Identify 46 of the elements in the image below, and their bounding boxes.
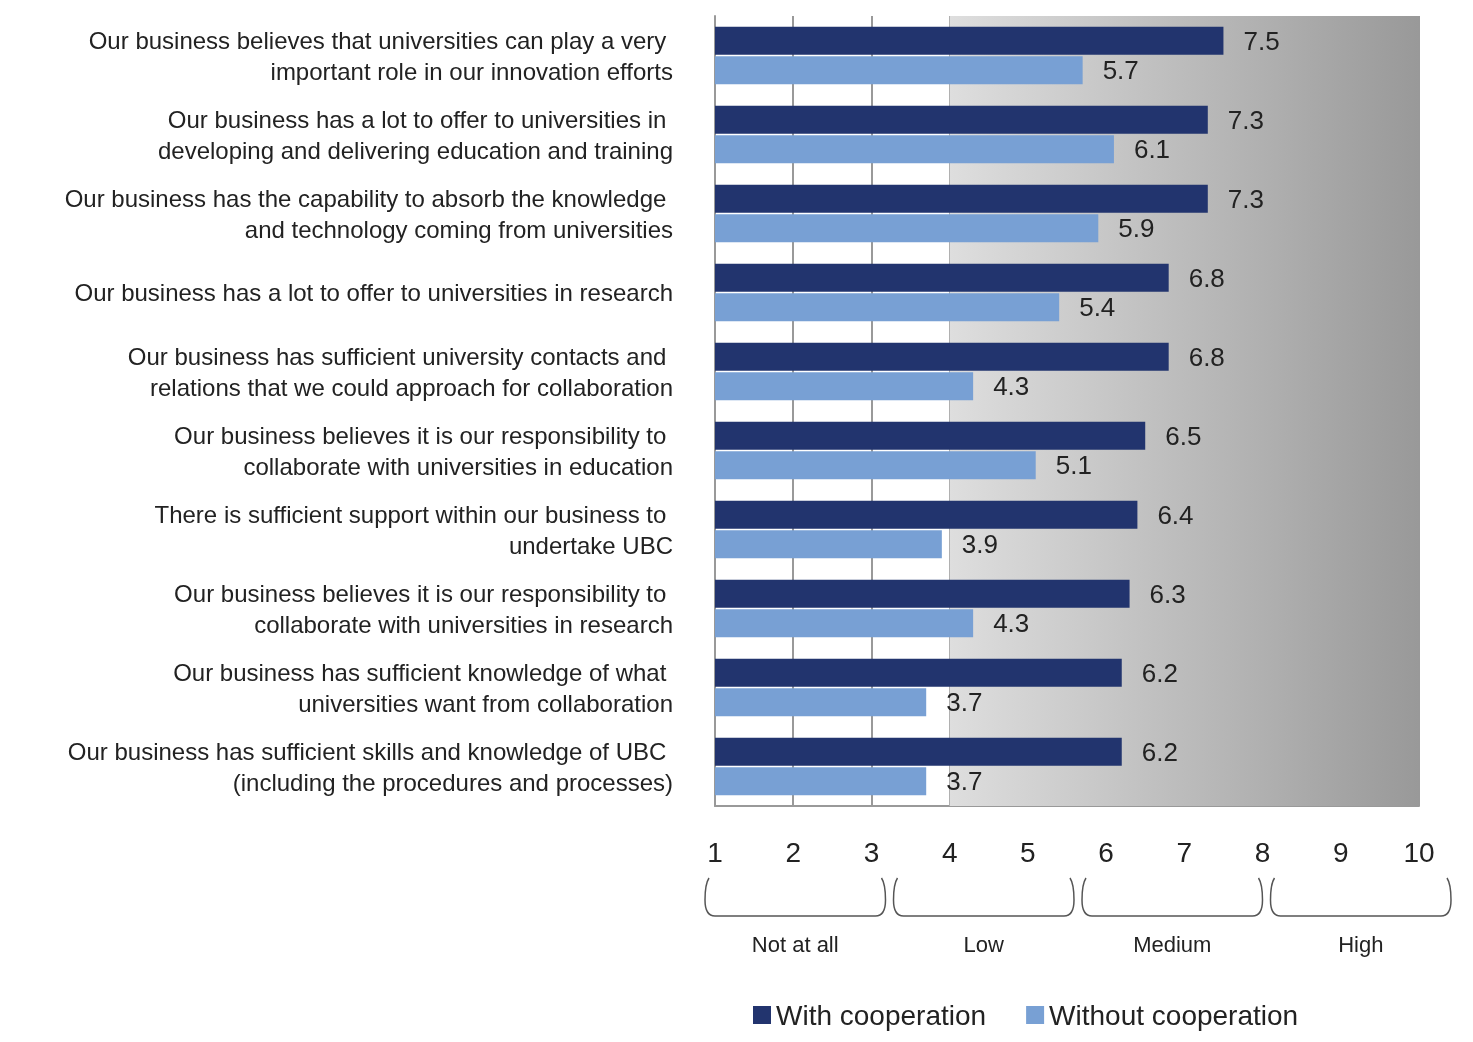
x-tick-label: 10 xyxy=(1403,836,1435,868)
y-tick-label: Our business believes it is our responsibility to collaborate with universities in research xyxy=(174,579,673,638)
x-tick-label: 7 xyxy=(1176,836,1193,868)
text: Not at all xyxy=(751,932,839,957)
data-label: 5.9 xyxy=(1118,213,1155,244)
y-tick-label: Our business has sufficient skills and knowledge of UBC (including the procedures and processes) xyxy=(67,737,673,796)
data-label: 5.4 xyxy=(1079,292,1116,323)
x-tick-label: 9 xyxy=(1332,836,1349,868)
y-tick-label: Our business believes it is our responsibility to collaborate with universities in education xyxy=(174,421,673,480)
x-tick-label: 6 xyxy=(1098,836,1114,868)
data-label: 6.8 xyxy=(1188,341,1225,372)
data-label: 5.1 xyxy=(1055,450,1092,481)
data-label: 6.1 xyxy=(1133,134,1171,165)
data-label: 3.9 xyxy=(961,529,998,560)
data-label: 4.3 xyxy=(993,371,1030,402)
text: High xyxy=(1338,932,1384,957)
data-label: 6.8 xyxy=(1188,262,1225,293)
x-tick-label: 5 xyxy=(1020,836,1036,868)
data-label: 6.2 xyxy=(1141,657,1178,688)
y-tick-label: Our business has a lot to offer to universities in developing and delivering education and training xyxy=(157,105,673,164)
x-tick-label: 1 xyxy=(707,836,723,868)
text: Medium xyxy=(1133,932,1212,957)
data-label: 6.4 xyxy=(1157,499,1194,530)
y-tick-label: Our business has sufficient university contacts and relations that we could approach for collaboration xyxy=(127,342,673,401)
data-label: 6.2 xyxy=(1141,736,1178,767)
data-label: 6.3 xyxy=(1149,578,1186,609)
data-label: 6.5 xyxy=(1165,420,1202,451)
data-label: 7.5 xyxy=(1243,25,1280,56)
data-label: 3.7 xyxy=(946,766,983,797)
x-tick-label: 3 xyxy=(863,836,880,868)
text: Low xyxy=(963,932,1005,957)
data-label: 3.7 xyxy=(946,687,983,718)
data-label: 4.3 xyxy=(993,608,1030,639)
y-tick-label: Our business has a lot to offer to universities in research xyxy=(74,279,673,306)
legend-label: Without cooperation xyxy=(1049,999,1299,1031)
data-label: 7.3 xyxy=(1227,183,1264,214)
data-label: 7.3 xyxy=(1227,104,1264,135)
x-tick-label: 2 xyxy=(785,836,802,868)
x-tick-label: 4 xyxy=(941,836,958,868)
y-tick-label: Our business believes that universities can play a very important role in our innovation efforts xyxy=(88,26,673,85)
legend-label: With cooperation xyxy=(776,999,987,1031)
data-label: 5.7 xyxy=(1102,55,1139,86)
y-tick-label: Our business has the capability to absorb the knowledge and technology coming from universities xyxy=(64,184,673,243)
x-tick-label: 8 xyxy=(1254,836,1271,868)
y-tick-label: There is sufficient support within our business to undertake UBC xyxy=(154,500,673,559)
y-tick-label: Our business has sufficient knowledge of what universities want from collaboration xyxy=(173,658,673,717)
